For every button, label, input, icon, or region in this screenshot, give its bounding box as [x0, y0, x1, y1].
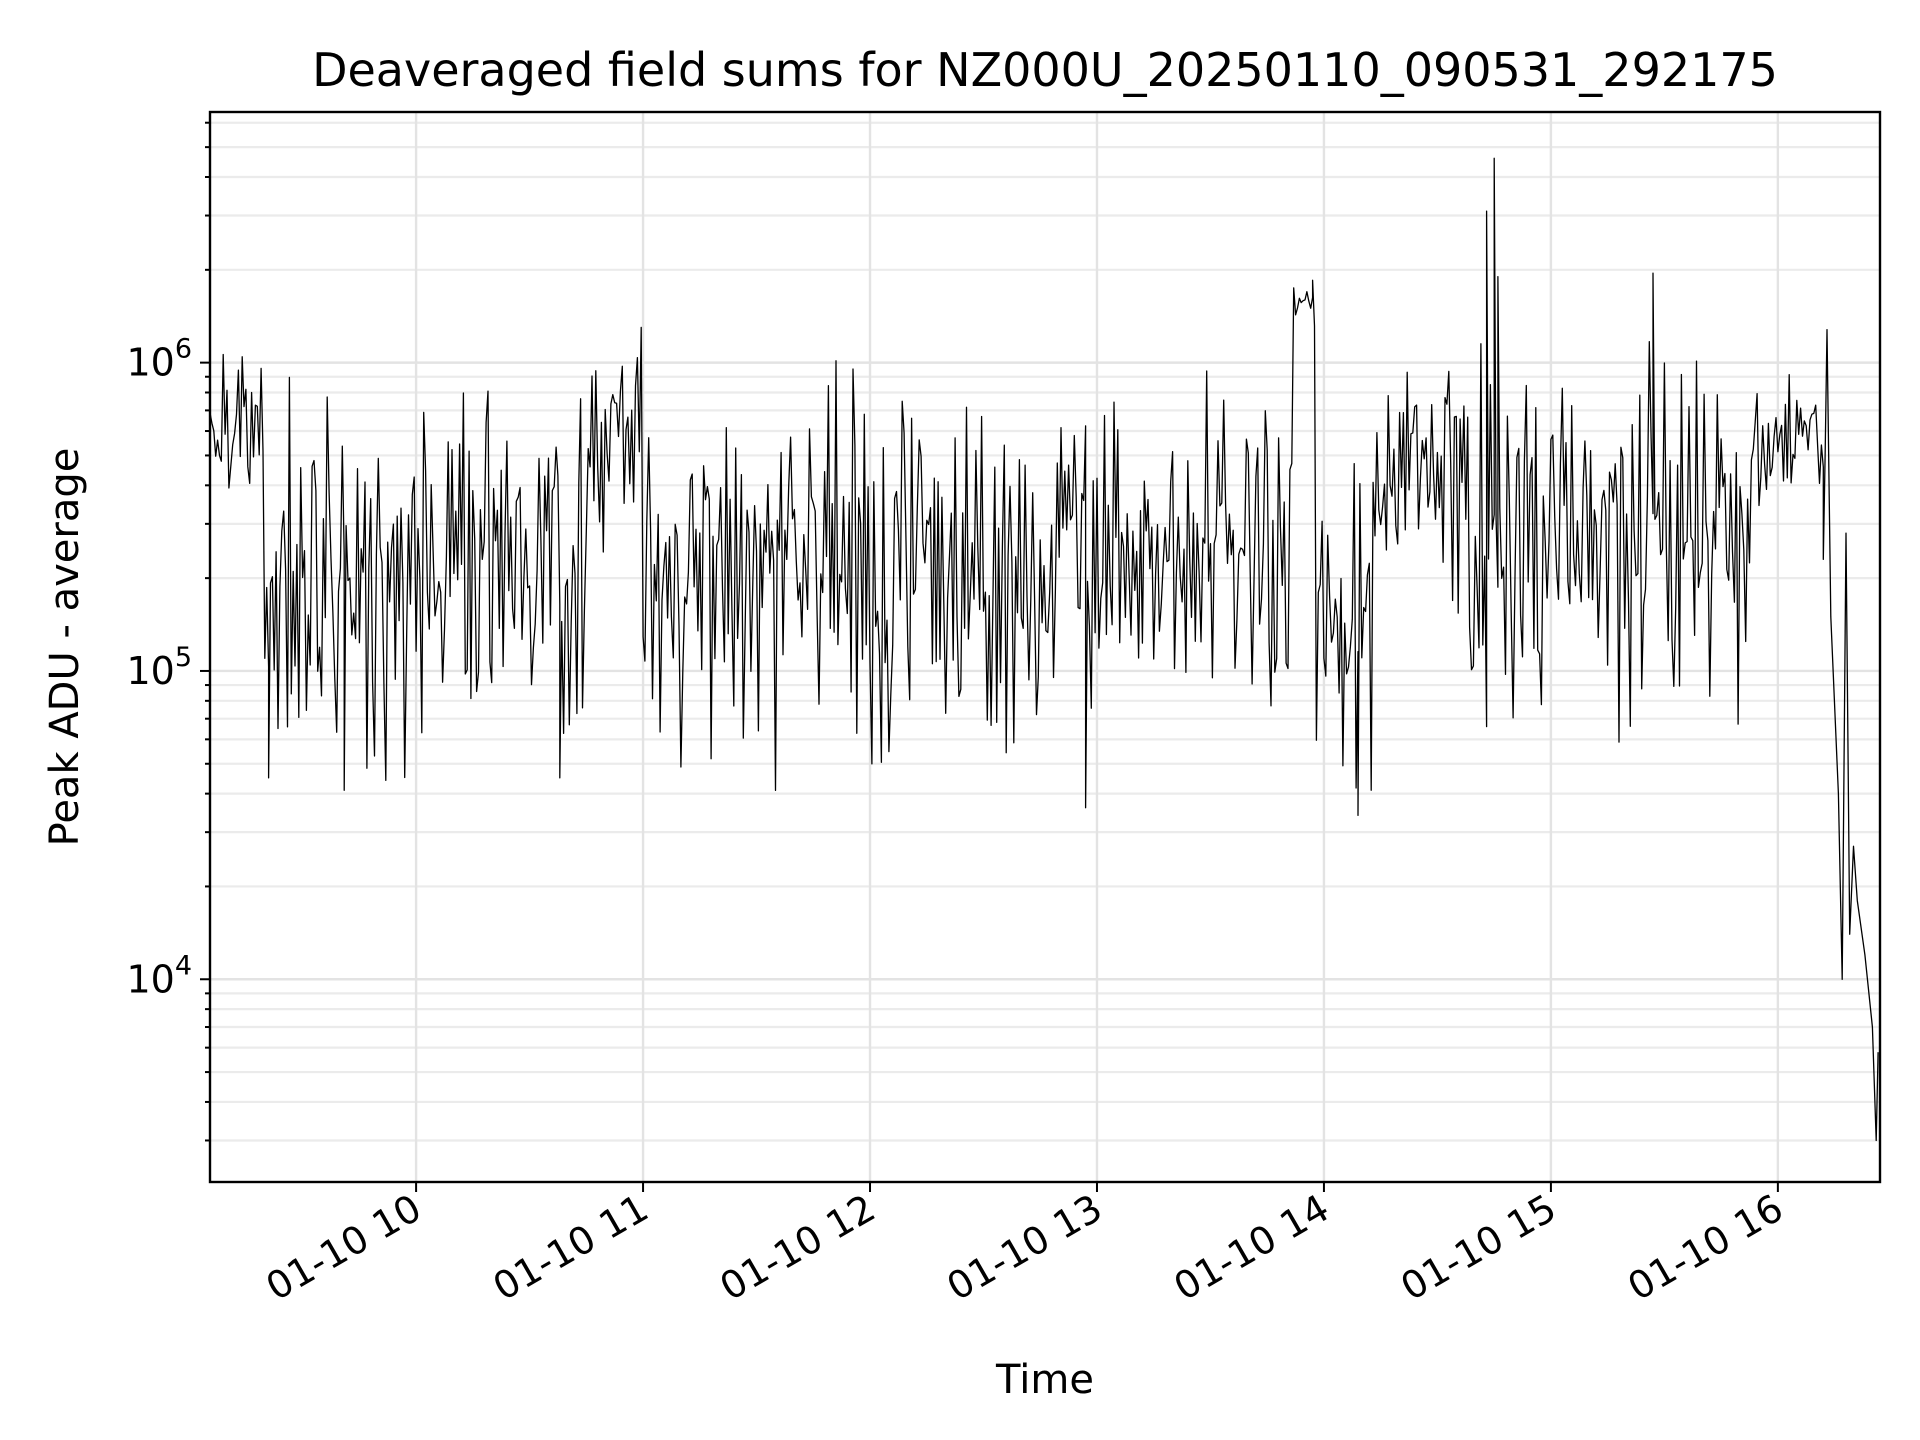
x-tick-label: 01-10 10 — [259, 1186, 429, 1310]
x-tick-label: 01-10 13 — [940, 1186, 1110, 1310]
y-axis-label: Peak ADU - average — [42, 448, 88, 847]
y-tick-label: 105 — [126, 642, 192, 693]
chart-title: Deaveraged field sums for NZ000U_2025011… — [312, 43, 1778, 97]
series-line — [209, 157, 1879, 1142]
plot-area — [209, 157, 1879, 1142]
y-axis: 104 105 106 — [126, 121, 210, 1142]
x-tick-label: 01-10 15 — [1393, 1186, 1563, 1310]
x-tick-label: 01-10 16 — [1620, 1186, 1790, 1310]
x-axis: 01-10 10 01-10 11 01-10 12 01-10 13 01-10 14… — [259, 1182, 1790, 1310]
y-tick-label: 106 — [126, 334, 192, 385]
y-tick-label: 104 — [126, 950, 192, 1001]
plot-frame — [208, 110, 1882, 1184]
x-axis-label: Time — [995, 1357, 1094, 1403]
x-tick-label: 01-10 12 — [713, 1186, 883, 1310]
x-tick-label: 01-10 11 — [486, 1186, 656, 1310]
x-tick-label: 01-10 14 — [1166, 1186, 1336, 1310]
